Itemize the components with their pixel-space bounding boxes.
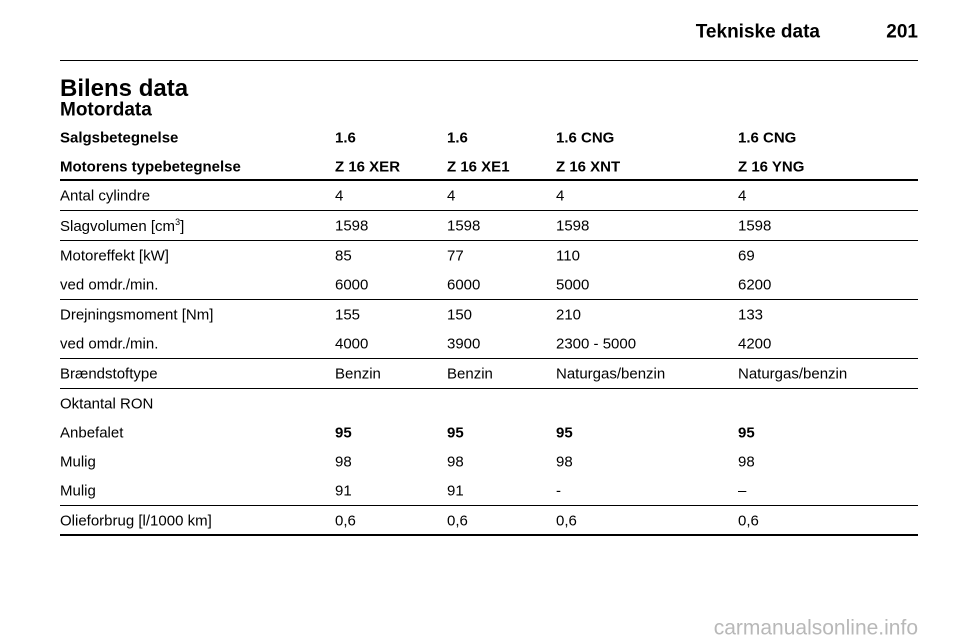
- label-text: Antal cylindre: [60, 187, 151, 205]
- row-label: Oktantal RON: [60, 397, 153, 412]
- cell: 1598: [447, 217, 481, 235]
- cell: 0,6: [556, 512, 577, 530]
- row-label: Antal cylindre: [60, 189, 150, 204]
- label-text: Mulig: [60, 453, 96, 471]
- cell: Naturgas/benzin: [738, 365, 848, 383]
- header-cell: 1.6: [335, 129, 356, 147]
- cell: 98: [335, 453, 352, 471]
- header-cell: Z 16 XER: [335, 158, 401, 176]
- cell: 4: [738, 187, 747, 205]
- watermark: carmanualsonline.info: [713, 616, 918, 640]
- cell: 98: [556, 453, 573, 471]
- header-rule: [60, 60, 918, 61]
- row-label: Anbefalet: [60, 426, 123, 441]
- cell: Benzin: [335, 365, 381, 383]
- cell: 95: [738, 424, 755, 442]
- cell: 98: [447, 453, 464, 471]
- page-number: 201: [886, 21, 918, 43]
- row-rule: [60, 388, 918, 389]
- row-label: ved omdr./min.: [60, 337, 158, 352]
- cell: 0,6: [335, 512, 356, 530]
- subtitle: Motordata: [60, 99, 152, 121]
- header-cell: 1.6 CNG: [738, 129, 797, 147]
- label-text: Brændstoftype: [60, 365, 158, 383]
- cell: 0,6: [447, 512, 468, 530]
- cell: 150: [447, 306, 473, 324]
- header-cell: 1.6: [447, 129, 468, 147]
- cell: 6000: [335, 276, 369, 294]
- cell: 210: [556, 306, 582, 324]
- cell: 77: [447, 247, 464, 265]
- row-label: Drejningsmoment [Nm]: [60, 308, 213, 323]
- row-label: Brændstoftype: [60, 367, 158, 382]
- label-text: Slagvolumen [cm: [60, 218, 176, 235]
- row-label: Olieforbrug [l/1000 km]: [60, 514, 212, 529]
- thick-rule: [60, 179, 918, 181]
- header-cell: Salgsbetegnelse: [60, 129, 179, 147]
- header-cell: Motorens typebetegnelse: [60, 158, 241, 176]
- label-text: ]: [180, 218, 185, 235]
- row-label: Slagvolumen [cm3]: [60, 217, 185, 235]
- cell: 91: [447, 482, 464, 500]
- cell: Naturgas/benzin: [556, 365, 666, 383]
- cell: 155: [335, 306, 361, 324]
- row-rule: [60, 505, 918, 506]
- row-rule: [60, 240, 918, 241]
- thick-rule: [60, 534, 918, 536]
- cell: 69: [738, 247, 755, 265]
- label-text: Mulig: [60, 482, 96, 500]
- cell: 3900: [447, 335, 481, 353]
- row-label: Mulig: [60, 484, 96, 499]
- cell: 98: [738, 453, 755, 471]
- cell: 1598: [335, 217, 369, 235]
- cell: 2300 - 5000: [556, 335, 637, 353]
- label-text: Drejningsmoment [Nm]: [60, 306, 214, 324]
- cell: 5000: [556, 276, 590, 294]
- header-cell: Z 16 YNG: [738, 158, 805, 176]
- cell: 6200: [738, 276, 772, 294]
- cell: 1598: [738, 217, 772, 235]
- title: Bilens data: [60, 75, 189, 102]
- row-label: Mulig: [60, 455, 96, 470]
- label-text: Anbefalet: [60, 424, 124, 442]
- label-text: Olieforbrug [l/1000 km]: [60, 512, 212, 530]
- superscript: 3: [175, 217, 181, 227]
- cell: 95: [335, 424, 352, 442]
- cell: 133: [738, 306, 764, 324]
- cell: 4200: [738, 335, 772, 353]
- row-rule: [60, 210, 918, 211]
- cell: 95: [447, 424, 464, 442]
- row-label: ved omdr./min.: [60, 278, 158, 293]
- cell: 4000: [335, 335, 369, 353]
- label-text: Oktantal RON: [60, 395, 154, 413]
- cell: 85: [335, 247, 352, 265]
- header-cell: 1.6 CNG: [556, 129, 615, 147]
- cell: 4: [447, 187, 456, 205]
- row-rule: [60, 299, 918, 300]
- cell: 1598: [556, 217, 590, 235]
- cell: 91: [335, 482, 352, 500]
- cell: 4: [335, 187, 344, 205]
- label-text: Motoreffekt [kW]: [60, 247, 169, 265]
- cell: 6000: [447, 276, 481, 294]
- cell: 95: [556, 424, 573, 442]
- row-label: Motoreffekt [kW]: [60, 249, 169, 264]
- header-cell: Z 16 XE1: [447, 158, 510, 176]
- cell: 0,6: [738, 512, 759, 530]
- header-cell: Z 16 XNT: [556, 158, 621, 176]
- cell: -: [556, 482, 561, 500]
- label-text: ved omdr./min.: [60, 335, 159, 353]
- cell: –: [738, 482, 747, 500]
- section-title: Tekniske data: [695, 21, 820, 43]
- cell: 4: [556, 187, 565, 205]
- row-rule: [60, 358, 918, 359]
- cell: Benzin: [447, 365, 493, 383]
- cell: 110: [556, 247, 580, 265]
- label-text: ved omdr./min.: [60, 276, 159, 294]
